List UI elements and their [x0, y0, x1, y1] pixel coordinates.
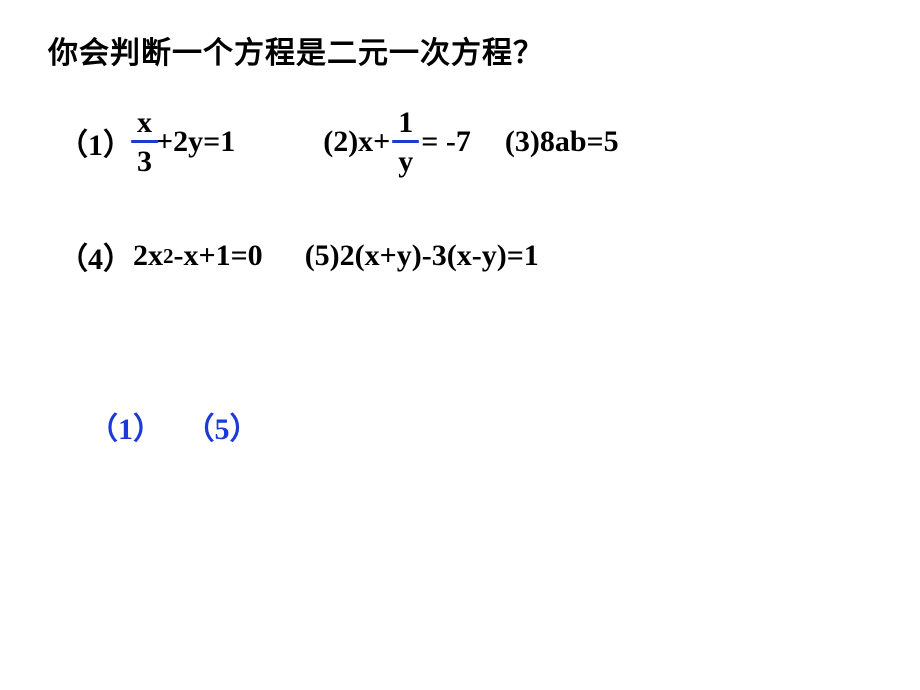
- equations-row-2: （4） 2x2-x+1=0 (5)2(x+y)-3(x-y)=1: [58, 220, 920, 292]
- equations-row-1: （1） x 3 +2y=1 (2)x+ 1 y = -7 (3)8ab=5: [58, 106, 920, 178]
- eq4-tail: -x+1=0: [174, 239, 263, 273]
- answer-2: （5）: [185, 413, 260, 446]
- page-title: 你会判断一个方程是二元一次方程？: [48, 28, 920, 72]
- eq5-label: (5)2(x+y)-3(x-y)=1: [305, 239, 539, 273]
- equation-3: (3)8ab=5: [505, 106, 619, 178]
- eq1-label: （1）: [58, 120, 133, 164]
- answer-1: （1）: [88, 413, 163, 446]
- eq4-exponent: 2: [163, 244, 174, 269]
- eq3-label: (3)8ab=5: [505, 125, 619, 159]
- equation-2: (2)x+ 1 y = -7: [323, 106, 471, 178]
- eq4-body: 2x: [133, 239, 163, 273]
- equation-4: （4） 2x2-x+1=0: [58, 220, 263, 292]
- eq2-label: (2)x+: [323, 125, 390, 159]
- eq2-denominator: y: [396, 143, 415, 177]
- equation-5: (5)2(x+y)-3(x-y)=1: [305, 220, 539, 292]
- eq1-numerator: x: [135, 108, 154, 140]
- eq1-fraction: x 3: [135, 108, 154, 177]
- eq4-label: （4）: [58, 234, 133, 278]
- equation-1: （1） x 3 +2y=1: [58, 106, 235, 178]
- eq2-numerator: 1: [396, 108, 415, 140]
- eq1-denominator: 3: [135, 143, 154, 177]
- answers: （1） （5）: [88, 404, 920, 448]
- slide-content: 你会判断一个方程是二元一次方程？ （1） x 3 +2y=1 (2)x+ 1 y…: [0, 0, 920, 448]
- fraction-bar: [131, 140, 158, 143]
- eq2-tail: = -7: [421, 125, 471, 159]
- fraction-bar: [392, 140, 419, 143]
- eq2-fraction: 1 y: [396, 108, 415, 177]
- eq1-tail: +2y=1: [156, 125, 235, 159]
